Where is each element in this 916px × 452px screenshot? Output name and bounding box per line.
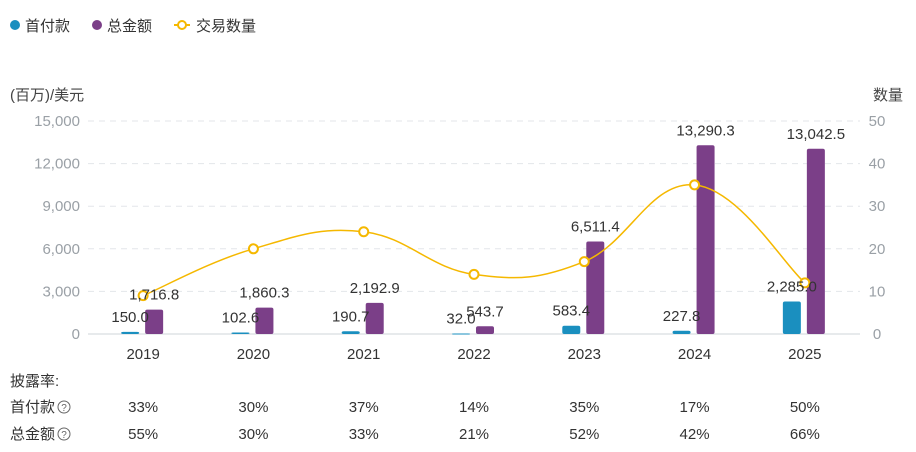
data-label-down-payment: 583.4	[553, 303, 591, 320]
bar-down-payment[interactable]	[121, 331, 140, 334]
x-tick-label: 2024	[678, 346, 711, 363]
left-tick-label: 3,000	[42, 283, 80, 300]
legend-label[interactable]: 交易数量	[196, 17, 256, 35]
disclosure-title: 披露率:	[10, 373, 59, 390]
left-axis-ticks: 0 3,000 6,000 9,000 12,000 15,000	[34, 113, 80, 343]
bar-total-amount[interactable]	[365, 302, 384, 334]
legend-label[interactable]: 总金额	[107, 18, 152, 35]
grid	[88, 120, 860, 335]
x-tick-label: 2019	[126, 346, 159, 363]
data-label-total-amount: 6,511.4	[571, 219, 620, 236]
data-label-down-payment: 150.0	[111, 309, 149, 326]
right-tick-label: 20	[869, 241, 886, 258]
data-label-total-amount: 543.7	[466, 303, 504, 320]
right-tick-label: 10	[869, 283, 886, 300]
x-tick-label: 2022	[457, 346, 490, 363]
bar-total-amount[interactable]	[696, 145, 715, 334]
legend-line-marker-dot	[177, 20, 187, 30]
count-point[interactable]	[358, 226, 370, 238]
bar-down-payment[interactable]	[672, 330, 691, 334]
disclosure-value: 30%	[238, 399, 268, 416]
data-label-total-amount: 2,192.9	[350, 280, 400, 297]
count-point[interactable]	[689, 179, 701, 191]
bar-down-payment[interactable]	[341, 331, 360, 334]
left-tick-label: 15,000	[34, 113, 80, 130]
data-label-down-payment: 227.8	[663, 308, 701, 325]
count-line	[137, 179, 811, 302]
help-icon-glyph: ?	[61, 403, 67, 414]
bar-down-payment[interactable]	[231, 332, 250, 334]
disclosure-value: 66%	[790, 426, 820, 443]
data-label-total-amount: 13,042.5	[787, 126, 845, 143]
data-label-total-amount: 1,716.8	[129, 287, 179, 304]
left-tick-label: 12,000	[34, 156, 80, 173]
x-tick-label: 2023	[568, 346, 601, 363]
data-label-total-amount: 13,290.3	[676, 122, 734, 139]
disclosure-table: 披露率: 首付款? 33% 30% 37% 14% 35% 17% 50% 总金额? 55% 30%…	[10, 373, 820, 443]
help-icon[interactable]	[57, 400, 71, 414]
legend-label[interactable]: 首付款	[25, 18, 70, 35]
bar-total-amount[interactable]	[586, 241, 605, 334]
disclosure-row-label: 总金额	[10, 426, 55, 443]
count-point[interactable]	[468, 268, 480, 280]
count-point[interactable]	[247, 243, 259, 255]
disclosure-value: 21%	[459, 426, 489, 443]
left-axis-title: (百万)/美元	[10, 87, 84, 104]
right-tick-label: 0	[873, 326, 881, 343]
x-tick-label: 2021	[347, 346, 380, 363]
right-tick-label: 40	[869, 156, 886, 173]
count-point[interactable]	[799, 277, 811, 289]
help-icon[interactable]	[57, 427, 71, 441]
bar-total-amount[interactable]	[806, 148, 825, 334]
right-tick-label: 50	[869, 113, 886, 130]
x-axis-ticks: 2019 2020 2021 2022 2023 2024 2025	[126, 346, 821, 363]
right-axis-title: 数量	[873, 87, 903, 104]
x-tick-label: 2025	[788, 346, 821, 363]
disclosure-value: 52%	[569, 426, 599, 443]
bar-total-amount[interactable]	[145, 309, 164, 334]
disclosure-value: 33%	[128, 399, 158, 416]
left-tick-label: 0	[72, 326, 80, 343]
disclosure-value: 17%	[680, 399, 710, 416]
x-tick-label: 2020	[237, 346, 270, 363]
disclosure-value: 50%	[790, 399, 820, 416]
bar-total-amount[interactable]	[255, 307, 274, 334]
disclosure-value: 42%	[680, 426, 710, 443]
disclosure-value: 55%	[128, 426, 158, 443]
data-label-down-payment: 102.6	[222, 310, 260, 327]
left-tick-label: 6,000	[42, 241, 80, 258]
help-icon-glyph: ?	[61, 430, 67, 441]
disclosure-value: 14%	[459, 399, 489, 416]
data-label-total-amount: 1,860.3	[239, 285, 289, 302]
legend: 首付款 总金额 交易数量	[10, 17, 256, 35]
disclosure-value: 35%	[569, 399, 599, 416]
bar-down-payment[interactable]	[452, 333, 470, 335]
legend-dot	[92, 20, 102, 30]
disclosure-value: 37%	[349, 399, 379, 416]
left-tick-label: 9,000	[42, 198, 80, 215]
count-point[interactable]	[578, 256, 590, 268]
right-axis-ticks: 0 10 20 30 40 50	[869, 113, 886, 343]
data-label-down-payment: 32.0	[446, 311, 475, 328]
legend-dot	[10, 20, 20, 30]
bars	[121, 145, 825, 335]
disclosure-value: 30%	[238, 426, 268, 443]
disclosure-value: 33%	[349, 426, 379, 443]
bar-down-payment[interactable]	[782, 301, 801, 334]
data-labels: 150.0 1,716.8 102.6 1,860.3 190.7 2,192.9 32.0…	[111, 122, 845, 327]
data-label-down-payment: 190.7	[332, 308, 370, 325]
bar-down-payment[interactable]	[562, 325, 581, 334]
disclosure-row-label: 首付款	[10, 399, 55, 416]
bar-total-amount[interactable]	[476, 326, 494, 334]
right-tick-label: 30	[869, 198, 886, 215]
data-label-down-payment: 2,285.0	[767, 279, 817, 296]
count-point[interactable]	[137, 290, 149, 302]
